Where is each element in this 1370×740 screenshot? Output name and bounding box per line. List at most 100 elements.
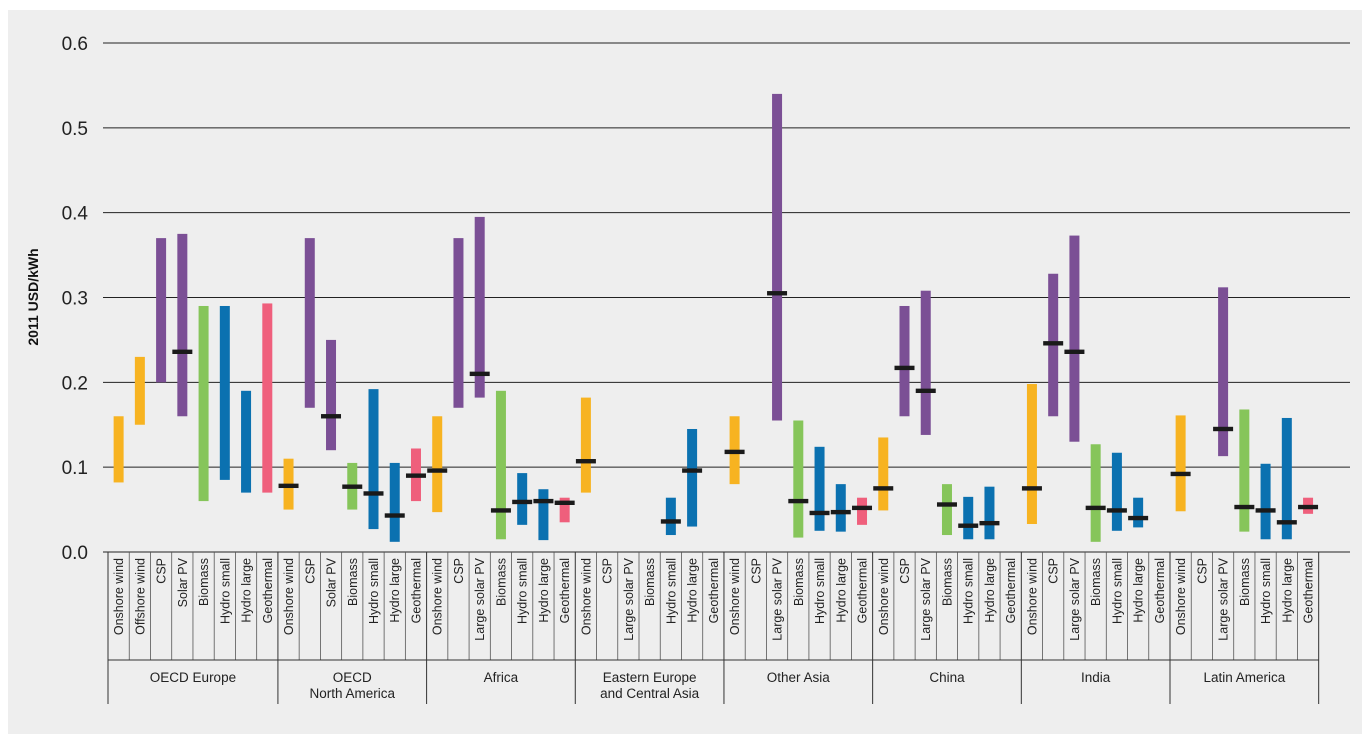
- range-bar: [1175, 415, 1186, 512]
- category-label: Large solar PV: [622, 557, 636, 640]
- category-label: Hydro large: [537, 558, 551, 623]
- category-label: Hydro small: [1259, 558, 1273, 624]
- mid-marker: [554, 500, 575, 505]
- range-bar: [495, 390, 506, 540]
- mid-marker: [1106, 508, 1127, 513]
- category-label: Hydro large: [388, 558, 402, 623]
- category-label: Biomass: [494, 558, 508, 606]
- mid-marker: [767, 291, 788, 296]
- range-bar: [835, 484, 846, 532]
- mid-marker: [533, 498, 554, 504]
- range-bar: [857, 497, 868, 525]
- category-label: Geothermal: [1302, 558, 1316, 623]
- group-label: OECD Europe: [150, 670, 236, 685]
- range-bar: [1090, 444, 1101, 542]
- range-bars: [113, 93, 1314, 542]
- range-bar: [920, 290, 931, 435]
- mid-marker: [724, 449, 745, 455]
- category-label: CSP: [303, 558, 317, 584]
- mid-markers: [172, 291, 1319, 528]
- category-label: Onshore wind: [282, 558, 296, 635]
- category-label: Hydro large: [834, 558, 848, 623]
- category-label: Biomass: [346, 558, 360, 606]
- mid-marker: [682, 468, 703, 473]
- range-bar: [241, 390, 252, 493]
- y-tick-label: 0.0: [62, 543, 88, 564]
- category-label: Onshore wind: [877, 558, 891, 635]
- range-bar: [219, 305, 230, 480]
- category-label: Biomass: [643, 558, 657, 606]
- category-label: Geothermal: [1153, 558, 1167, 623]
- group-label: Africa: [484, 670, 519, 685]
- category-label: Large solar PV: [1068, 557, 1082, 640]
- category-label: Large solar PV: [1217, 557, 1231, 640]
- mid-marker: [979, 520, 1000, 526]
- category-label: Onshore wind: [1025, 558, 1039, 635]
- category-label: Onshore wind: [1174, 558, 1188, 635]
- group-label: Other Asia: [767, 670, 831, 685]
- mid-marker: [1128, 515, 1149, 521]
- range-bar: [1133, 497, 1144, 528]
- category-label: Large solar PV: [473, 557, 487, 640]
- range-bar: [474, 216, 485, 398]
- range-bar: [1239, 409, 1250, 532]
- category-label: Onshore wind: [728, 558, 742, 635]
- category-label: Hydro large: [686, 558, 700, 623]
- range-bar: [1281, 417, 1292, 540]
- category-label: Large solar PV: [919, 557, 933, 640]
- range-bar: [113, 416, 124, 483]
- mid-marker: [1255, 508, 1276, 513]
- range-bar: [517, 473, 528, 525]
- mid-marker: [427, 468, 448, 473]
- range-bar: [772, 93, 783, 421]
- mid-marker: [958, 523, 979, 528]
- group-label: Eastern Europe: [603, 670, 697, 685]
- range-bar: [389, 462, 400, 542]
- group-label: China: [929, 670, 965, 685]
- category-label: Solar PV: [176, 557, 190, 607]
- category-label: Biomass: [792, 558, 806, 606]
- y-tick-label: 0.6: [62, 34, 88, 55]
- mid-marker: [660, 519, 681, 524]
- category-label: Hydro small: [516, 558, 530, 624]
- mid-marker: [363, 491, 384, 496]
- mid-marker: [575, 459, 596, 464]
- range-bar: [1218, 287, 1229, 457]
- mid-marker: [1276, 520, 1297, 525]
- range-bar: [814, 446, 825, 531]
- mid-marker: [1021, 486, 1042, 491]
- mid-marker: [1298, 504, 1319, 510]
- category-label: Offshore wind: [133, 558, 147, 635]
- range-bar: [941, 484, 952, 536]
- mid-marker: [384, 513, 405, 518]
- mid-marker: [342, 484, 363, 489]
- category-label: Hydro large: [1280, 558, 1294, 623]
- category-label: CSP: [749, 558, 763, 584]
- mid-marker: [172, 349, 193, 354]
- mid-marker: [873, 486, 894, 491]
- range-bar: [963, 496, 974, 540]
- category-label: Geothermal: [558, 558, 572, 623]
- range-bar: [326, 339, 337, 451]
- range-bar: [198, 305, 209, 502]
- range-bar: [368, 389, 379, 530]
- range-bar: [899, 305, 910, 417]
- y-tick-label: 0.2: [62, 373, 88, 394]
- category-label: Solar PV: [325, 557, 339, 607]
- category-label: Geothermal: [261, 558, 275, 623]
- category-label: Geothermal: [409, 558, 423, 623]
- category-label: Hydro small: [962, 558, 976, 624]
- category-label: CSP: [1195, 558, 1209, 584]
- group-label: India: [1081, 670, 1111, 685]
- mid-marker: [321, 414, 342, 419]
- range-bar: [1111, 452, 1122, 531]
- mid-marker: [469, 371, 490, 377]
- y-tick-label: 0.1: [62, 458, 88, 479]
- y-tick-label: 0.4: [62, 204, 89, 225]
- category-label: Hydro large: [983, 558, 997, 623]
- mid-marker: [1085, 505, 1106, 511]
- mid-marker: [809, 510, 830, 516]
- category-label: CSP: [1047, 558, 1061, 584]
